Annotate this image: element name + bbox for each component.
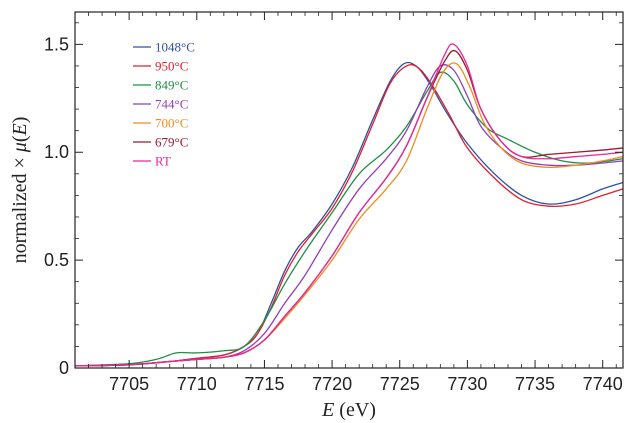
y-axis-title-prefix: normalized ×	[9, 152, 31, 263]
x-tick-label-5: 7730	[447, 374, 487, 394]
x-tick-label-7: 7740	[583, 374, 623, 394]
plot-frame	[74, 11, 624, 369]
legend-label-0: 1048°C	[155, 40, 195, 55]
y-axis-title-symbol: E	[9, 123, 31, 136]
y-axis-title: normalized × μ(E)	[9, 117, 31, 264]
y-axis-title-close: )	[9, 117, 31, 124]
x-tick-label-6: 7735	[515, 374, 555, 394]
x-axis-title: E (eV)	[321, 399, 376, 421]
series-line-1	[74, 64, 624, 367]
legend-label-3: 744°C	[155, 97, 188, 112]
legend-label-1: 950°C	[155, 59, 188, 74]
series-layer	[74, 43, 624, 367]
x-tick-label-3: 7720	[312, 374, 352, 394]
legend-label-5: 679°C	[155, 135, 188, 150]
series-line-6	[74, 43, 624, 367]
x-tick-label-0: 7705	[109, 374, 149, 394]
y-tick-label-2: 1.0	[44, 142, 69, 162]
legend: 1048°C 950°C 849°C 744°C 700°C 679°C RT	[133, 40, 195, 169]
x-tick-label-1: 7710	[177, 374, 217, 394]
x-axis-title-unit: (eV)	[334, 399, 376, 421]
legend-label-4: 700°C	[155, 116, 188, 131]
ticks-layer: 7705 7710 7715 7720 7725 7730 7735 7740 0 0.5 1.0 1…	[44, 12, 623, 394]
y-tick-label-1: 0.5	[44, 250, 69, 270]
y-tick-label-3: 1.5	[44, 34, 69, 54]
y-axis-title-mu: μ	[9, 142, 31, 153]
x-tick-label-2: 7715	[244, 374, 284, 394]
y-axis-title-open: (	[9, 135, 31, 142]
legend-label-6: RT	[155, 154, 171, 169]
legend-label-2: 849°C	[155, 78, 188, 93]
y-tick-label-0: 0	[59, 358, 69, 378]
x-tick-label-4: 7725	[380, 374, 420, 394]
series-line-2	[74, 71, 624, 367]
x-axis-title-symbol: E	[321, 399, 334, 421]
